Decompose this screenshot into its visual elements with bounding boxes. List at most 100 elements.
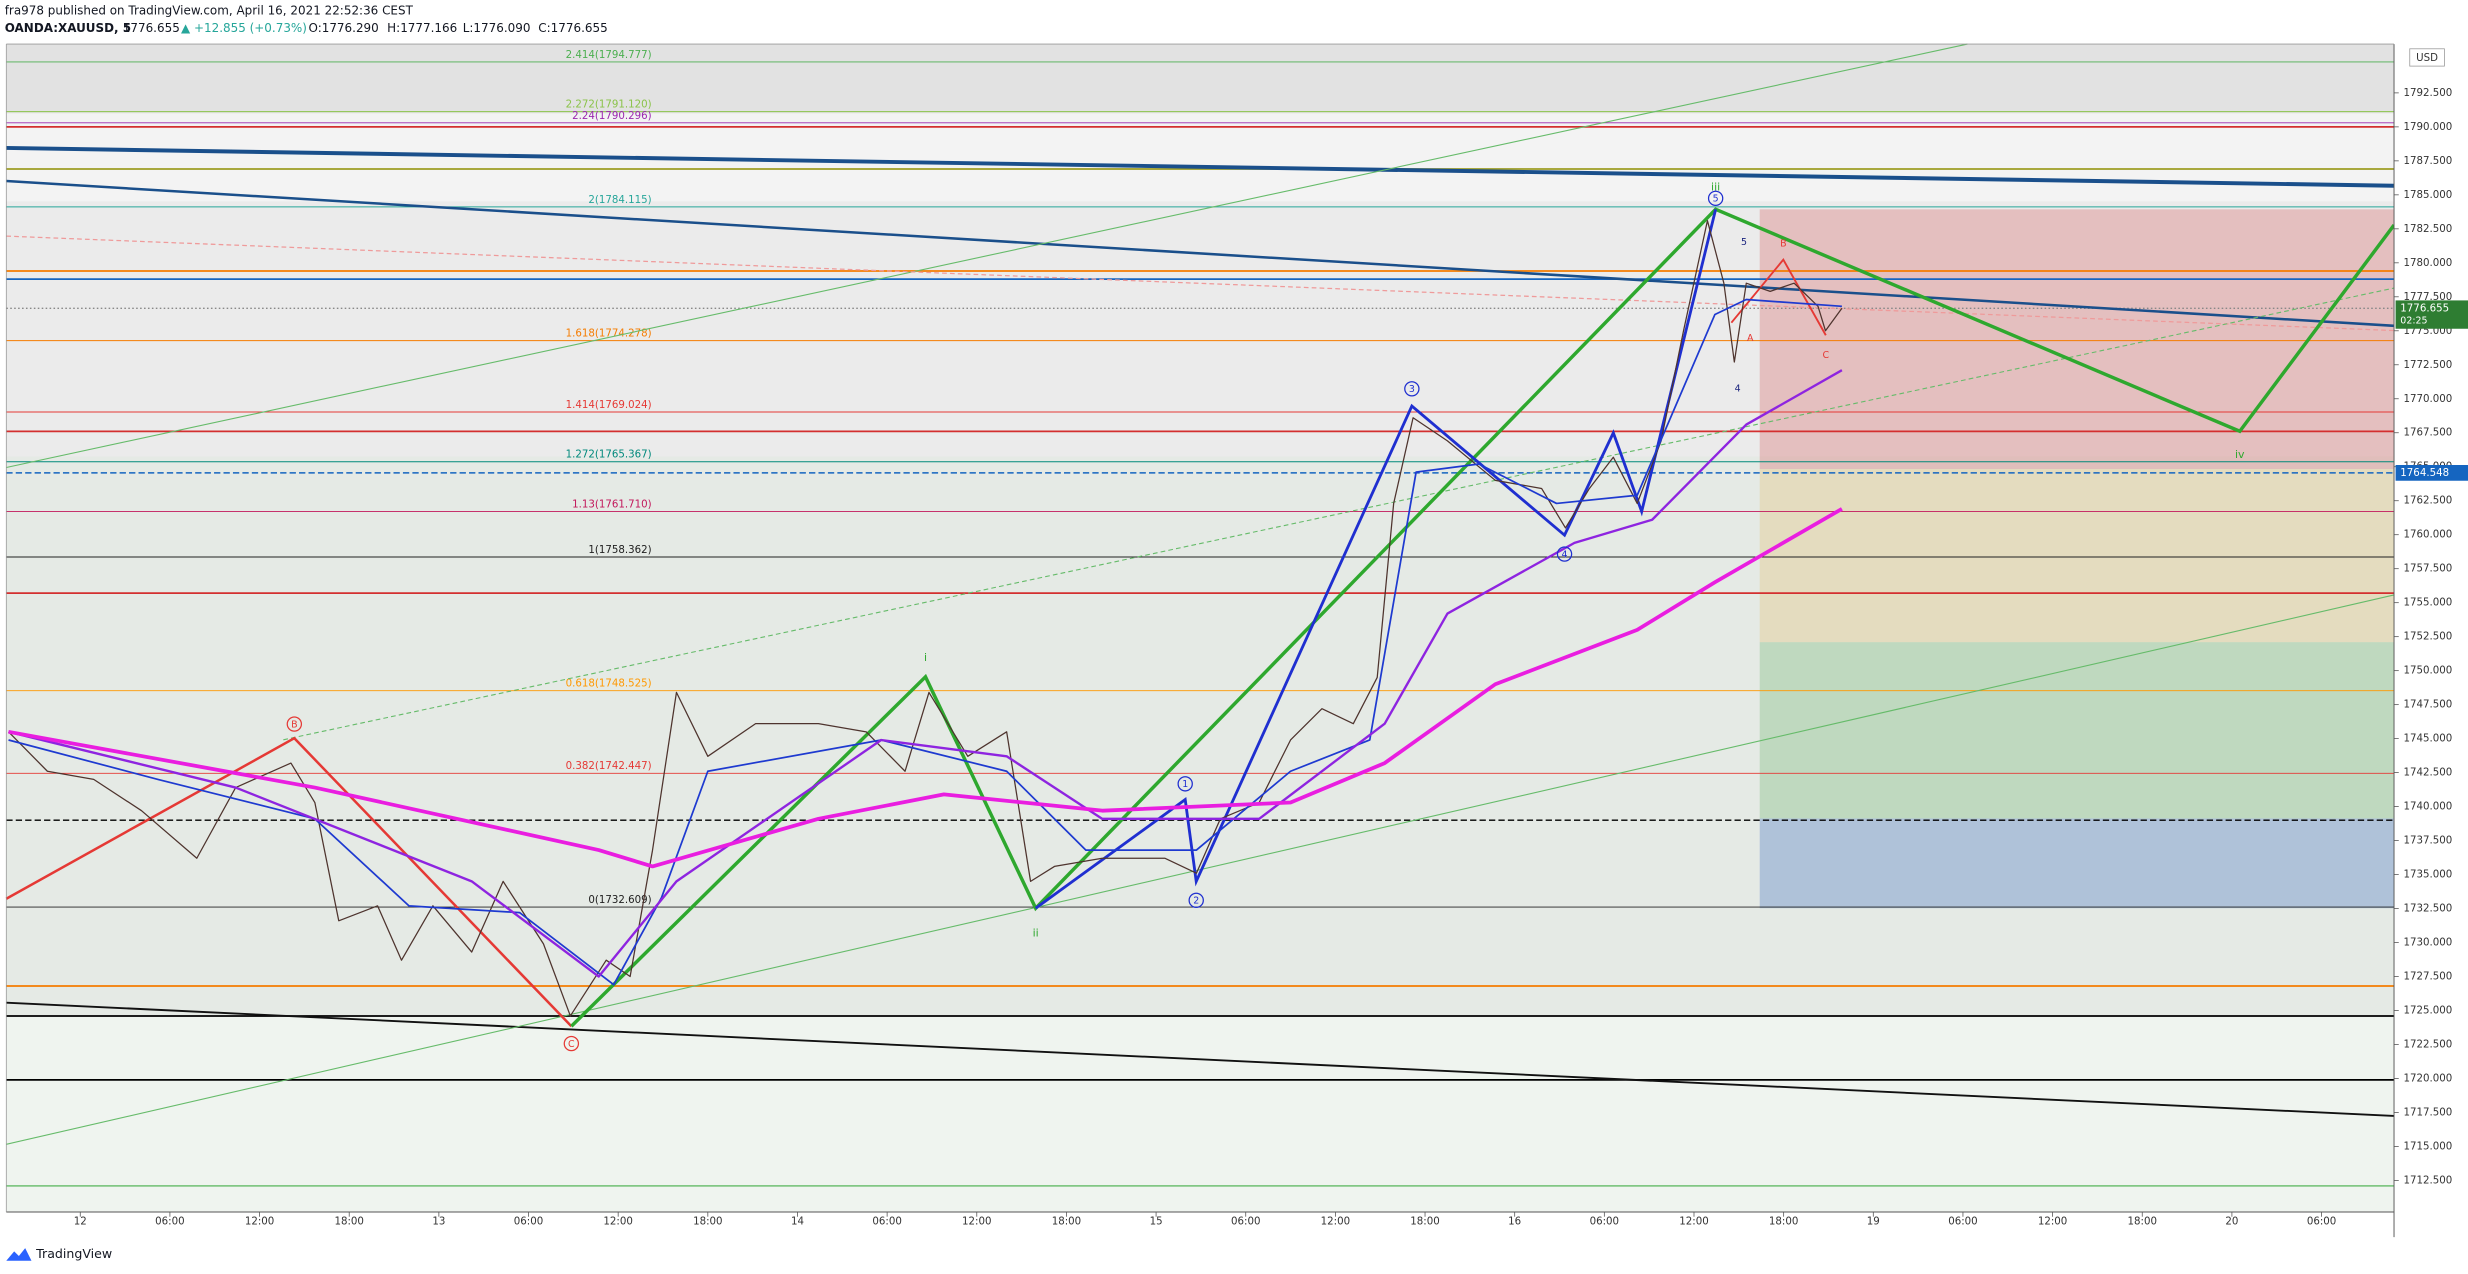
- y-tick-label: 1737.500: [2403, 836, 2452, 847]
- x-tick-label: 18:00: [2128, 1216, 2157, 1227]
- y-tick-label: 1757.500: [2403, 564, 2452, 575]
- wave-zigzag: [570, 207, 2396, 1028]
- y-tick-label: 1725.000: [2403, 1006, 2452, 1017]
- drawings: [5, 43, 2396, 1145]
- label-circle: [1188, 892, 1204, 909]
- x-tick-label: 14: [791, 1216, 804, 1227]
- fib-label: 0.382(1742.447): [566, 761, 652, 772]
- moving-average: [8, 298, 1842, 986]
- wave-zigzag: [5, 736, 573, 1028]
- series: [8, 220, 1843, 1017]
- fib-label: 2.414(1794.777): [566, 50, 652, 61]
- wave-label: C: [568, 1039, 575, 1050]
- x-tick-label: 18:00: [334, 1216, 363, 1227]
- y-tick-label: 1792.500: [2403, 88, 2452, 99]
- x-tick-label: 12:00: [1679, 1216, 1708, 1227]
- y-tick-label: 1742.500: [2403, 768, 2452, 779]
- currency-label[interactable]: USD: [2416, 53, 2438, 64]
- symbol: OANDA:XAUUSD, 5: [5, 21, 131, 35]
- levels: 2.414(1794.777) 2.272(1791.120)2.24(1790.…: [6, 50, 2395, 1187]
- target-zone: [1759, 469, 2395, 643]
- wave-label: ii: [1033, 926, 1039, 939]
- fib-label: 0.618(1748.525): [566, 679, 652, 690]
- y-tick-label: 1750.000: [2403, 666, 2452, 677]
- wave-label: 3: [1409, 384, 1415, 395]
- target-zone: [1759, 818, 2395, 909]
- header: fra978 published on TradingView.com, Apr…: [5, 4, 608, 35]
- y-tick-label: 1735.000: [2403, 870, 2452, 881]
- wave-label: B: [1780, 238, 1786, 249]
- open: O:1776.290: [309, 21, 379, 35]
- x-tick-label: 18:00: [1769, 1216, 1798, 1227]
- low: L:1776.090: [463, 21, 531, 35]
- x-tick-label: 13: [432, 1216, 445, 1227]
- target-zone: [1759, 642, 2395, 819]
- y-tick-label: 1722.500: [2403, 1039, 2452, 1050]
- price-tag-time: 02:25: [2400, 315, 2427, 326]
- y-tick-label: 1782.500: [2403, 224, 2452, 235]
- label-circle: [1404, 381, 1420, 397]
- footer: TradingView: [6, 1246, 112, 1261]
- y-tick-label: 1732.500: [2403, 904, 2452, 915]
- y-tick-label: 1787.500: [2403, 156, 2452, 167]
- fib-label: 1.618(1774.278): [566, 329, 652, 340]
- wave-label: 4: [1562, 549, 1568, 560]
- x-tick-label: 06:00: [872, 1216, 901, 1227]
- x-tick-label: 15: [1150, 1216, 1163, 1227]
- fib-label: 1(1758.362): [588, 545, 651, 556]
- channel-line: [6, 43, 1968, 469]
- y-tick-label: 1772.500: [2403, 360, 2452, 371]
- band: [6, 44, 2395, 114]
- x-tick-label: 12:00: [603, 1216, 632, 1227]
- wave-label: 5: [1741, 237, 1747, 248]
- wave-label: 2: [1193, 896, 1199, 907]
- x-tick-label: 16: [1508, 1216, 1521, 1227]
- wave-label: B: [291, 719, 297, 730]
- y-tick-label: 1790.000: [2403, 122, 2452, 133]
- wave-label: C: [1823, 350, 1830, 361]
- wave-label: A: [1747, 333, 1754, 344]
- y-tick-label: 1752.500: [2403, 632, 2452, 643]
- loss-zone: [1759, 209, 2395, 470]
- y-tick-label: 1785.000: [2403, 190, 2452, 201]
- wave-label: 4: [1735, 383, 1741, 394]
- logo: [6, 1248, 32, 1261]
- y-tick-label: 1727.500: [2403, 972, 2452, 983]
- trend-line: [283, 287, 2395, 741]
- y-tick-label: 1755.000: [2403, 598, 2452, 609]
- wave-label: 5: [1713, 194, 1719, 205]
- x-tick-label: 12: [74, 1216, 87, 1227]
- x-tick-label: 06:00: [155, 1216, 184, 1227]
- wave-label: 1: [1182, 779, 1188, 790]
- fib-label: 1.414(1769.024): [566, 400, 652, 411]
- x-tick-label: 06:00: [2307, 1216, 2336, 1227]
- y-tick-label: 1767.500: [2403, 428, 2452, 439]
- fib-label: 2(1784.115): [588, 195, 651, 206]
- wave-label: i: [924, 651, 927, 664]
- high: H:1777.166: [387, 21, 457, 35]
- x-tick-label: 19: [1867, 1216, 1880, 1227]
- price-tag-label: 1764.548: [2400, 468, 2449, 479]
- price-tag: [2395, 300, 2468, 329]
- x-tick-label: 12:00: [962, 1216, 991, 1227]
- x-tick-label: 06:00: [1590, 1216, 1619, 1227]
- wave-zigzag: [1730, 258, 1827, 336]
- price-axis-bg: [2394, 0, 2468, 1274]
- currency-box[interactable]: [2409, 48, 2445, 67]
- label-circle: [1707, 190, 1724, 207]
- wave-label: iv: [2235, 448, 2245, 461]
- trend-line: [6, 179, 2395, 328]
- trend-line: [6, 145, 2395, 188]
- band: [6, 1015, 2395, 1212]
- y-tick-label: 1717.500: [2403, 1107, 2452, 1118]
- x-tick-label: 18:00: [1052, 1216, 1081, 1227]
- wave-labels: B C i ii iii iv 1 2 3 4 5 5 4 A B C: [286, 180, 2245, 1052]
- x-tick-label: 06:00: [1948, 1216, 1977, 1227]
- y-tick-label: 1740.000: [2403, 802, 2452, 813]
- y-tick-label: 1762.500: [2403, 496, 2452, 507]
- y-tick-label: 1775.000: [2403, 326, 2452, 337]
